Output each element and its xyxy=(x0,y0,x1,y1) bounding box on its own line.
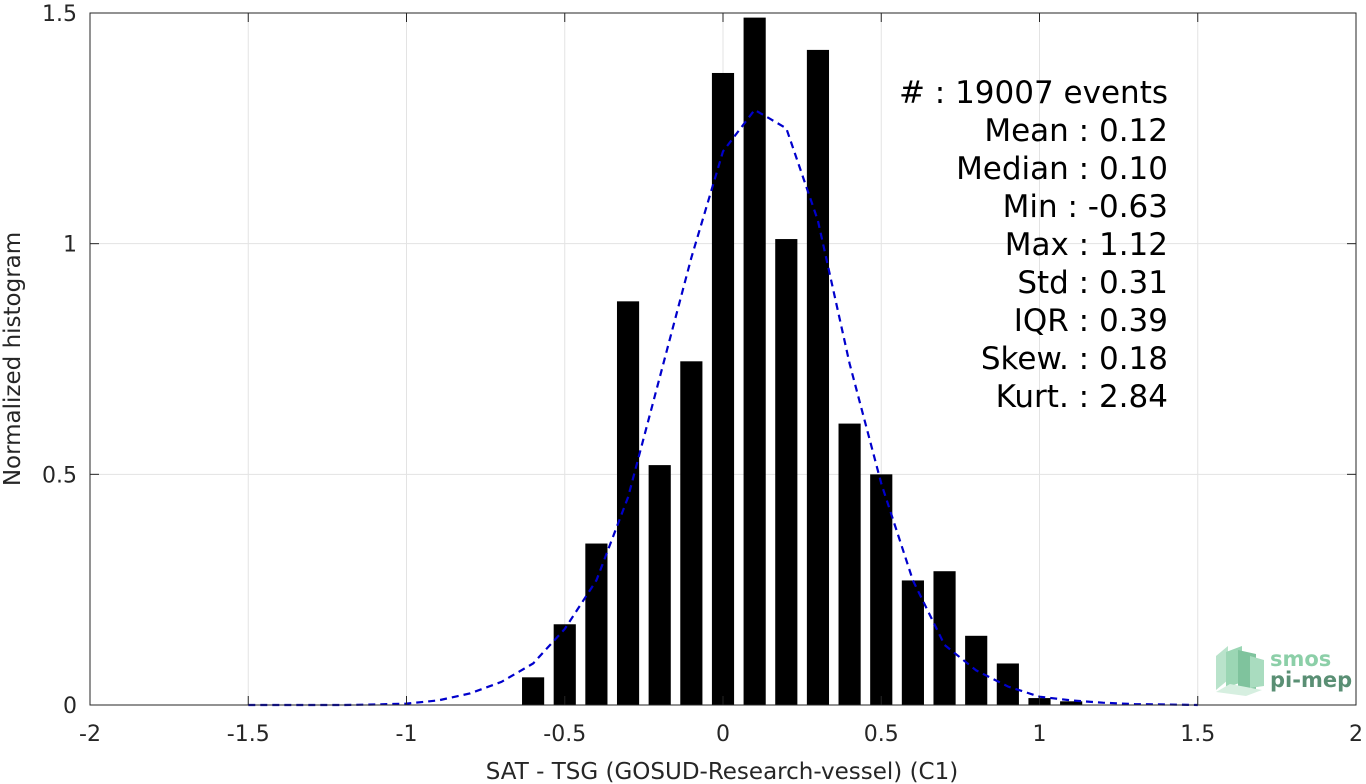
histogram-bar xyxy=(680,361,703,705)
x-tick-label: 2 xyxy=(1349,722,1363,747)
histogram-bar xyxy=(933,571,956,705)
histogram-bar xyxy=(996,663,1019,705)
histogram-bars xyxy=(522,17,1083,706)
stat-line: Mean : 0.12 xyxy=(984,113,1168,149)
logo-text-smos: smos xyxy=(1270,647,1331,671)
x-tick-label: -2 xyxy=(79,722,101,747)
stat-line: Min : -0.63 xyxy=(1003,189,1168,225)
histogram-bar xyxy=(806,49,830,705)
logo-icon xyxy=(1216,646,1264,696)
histogram-bar xyxy=(743,17,766,705)
x-axis-label: SAT - TSG (GOSUD-Research-vessel) (C1) xyxy=(486,759,958,784)
tick-labels: -2 -1.5 -1 -0.5 0 0.5 1 1.5 2 0 0.5 1 1.5 xyxy=(42,2,1363,747)
logo-text-pi-mep: pi-mep xyxy=(1270,668,1352,692)
histogram-bar xyxy=(838,423,861,705)
x-tick-label: -1.5 xyxy=(227,722,270,747)
stat-line: Median : 0.10 xyxy=(956,151,1168,187)
x-tick-label: 0.5 xyxy=(864,722,899,747)
stat-line: Std : 0.31 xyxy=(1017,265,1168,301)
stat-line: IQR : 0.39 xyxy=(1014,303,1168,339)
stat-line: Skew. : 0.18 xyxy=(981,341,1168,377)
stat-line: # : 19007 events xyxy=(899,75,1168,111)
histogram-bar xyxy=(553,624,576,705)
y-axis-label: Normalized histogram xyxy=(0,232,26,486)
x-tick-label: -1 xyxy=(396,722,418,747)
histogram-bar xyxy=(1060,701,1083,705)
y-tick-label: 0.5 xyxy=(42,463,77,488)
histogram-bar xyxy=(901,580,924,705)
histogram-bar xyxy=(775,239,798,705)
histogram-bar xyxy=(711,72,735,706)
histogram-bar xyxy=(648,465,671,705)
stat-line: Max : 1.12 xyxy=(1005,227,1168,263)
axis-ticks xyxy=(89,12,1357,706)
smos-pi-mep-logo: smos pi-mep xyxy=(1216,646,1352,696)
x-tick-label: 1 xyxy=(1033,722,1047,747)
y-tick-label: 1 xyxy=(63,233,77,258)
histogram-bar xyxy=(870,474,893,705)
histogram-bar xyxy=(585,543,608,705)
x-tick-label: 1.5 xyxy=(1180,722,1215,747)
x-tick-label: -0.5 xyxy=(543,722,586,747)
x-tick-label: 0 xyxy=(716,722,730,747)
stat-line: Kurt. : 2.84 xyxy=(996,379,1168,415)
histogram-bar xyxy=(522,677,545,705)
y-tick-label: 0 xyxy=(63,694,77,719)
y-tick-label: 1.5 xyxy=(42,2,77,27)
histogram-bar xyxy=(616,301,640,705)
